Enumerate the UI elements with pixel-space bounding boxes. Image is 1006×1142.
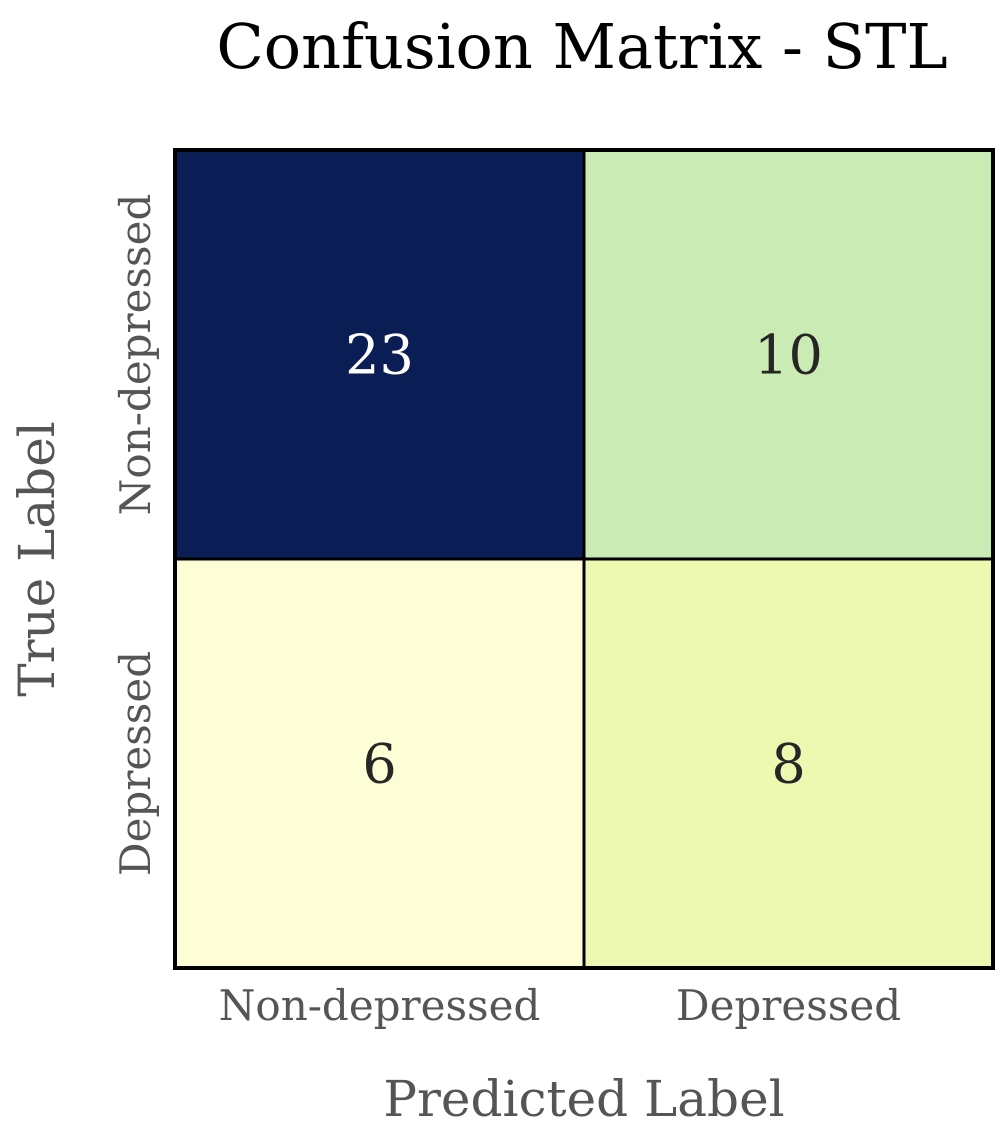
cell-value-r0-c0: 23 [345, 324, 414, 387]
x-tick-labels: Non-depressed Depressed [219, 981, 901, 1030]
heatmap-cell-values: 23 10 6 8 [345, 324, 823, 796]
x-tick-label: Non-depressed [219, 981, 541, 1030]
chart-title: Confusion Matrix - STL [216, 10, 947, 83]
cell-value-r0-c1: 10 [754, 324, 823, 387]
y-tick-label: Non-depressed [111, 194, 160, 516]
heatmap-cell-r0-c1 [582, 148, 995, 561]
heatmap-cell-r1-c0 [173, 557, 586, 970]
y-tick-labels: Non-depressed Depressed [111, 194, 160, 876]
x-tick-label: Depressed [676, 981, 901, 1030]
cell-value-r1-c1: 8 [771, 733, 805, 796]
y-tick-label: Depressed [111, 651, 160, 876]
heatmap-cell-r1-c1 [582, 557, 995, 970]
heatmap-cell-r0-c0 [173, 148, 586, 561]
heatmap-cells [173, 148, 995, 970]
y-axis-label: True Label [8, 421, 66, 697]
x-axis-label: Predicted Label [383, 1070, 784, 1128]
plot-frame [173, 148, 995, 970]
cell-value-r1-c0: 6 [362, 733, 396, 796]
